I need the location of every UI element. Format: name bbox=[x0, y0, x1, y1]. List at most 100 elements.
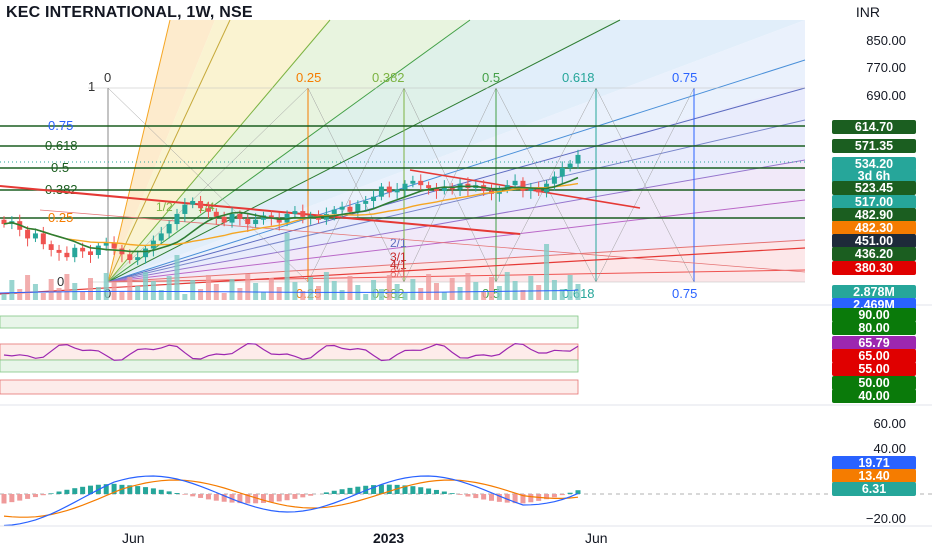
candle bbox=[64, 253, 69, 257]
price-tag: 523.45 bbox=[832, 181, 916, 195]
candle bbox=[206, 208, 211, 212]
volume-tag: 2.878M bbox=[832, 285, 916, 299]
macd-histogram-bar bbox=[49, 493, 54, 494]
volume-bar bbox=[64, 274, 69, 300]
candle bbox=[379, 187, 384, 197]
candle bbox=[552, 177, 557, 184]
volume-bar bbox=[9, 280, 14, 300]
volume-bar bbox=[151, 281, 156, 300]
candle bbox=[72, 248, 77, 257]
time-label-jun: Jun bbox=[122, 530, 145, 546]
macd-histogram-bar bbox=[300, 494, 305, 497]
candle bbox=[387, 187, 392, 193]
rsi-tag: 55.00 bbox=[832, 362, 916, 376]
macd-histogram-bar bbox=[57, 492, 62, 494]
candle bbox=[104, 243, 109, 246]
candle bbox=[135, 257, 140, 260]
price-tag: 571.35 bbox=[832, 139, 916, 153]
volume-bar bbox=[167, 276, 172, 300]
candle bbox=[363, 201, 368, 204]
macd-tag: 13.40 bbox=[832, 469, 916, 483]
candle bbox=[300, 211, 305, 217]
volume-bar bbox=[25, 275, 30, 300]
volume-bar bbox=[324, 272, 329, 300]
volume-bar bbox=[237, 288, 242, 300]
macd-axis-label: −20.00 bbox=[866, 511, 906, 526]
volume-bar bbox=[513, 281, 518, 300]
rsi-tag: 80.00 bbox=[832, 321, 916, 335]
volume-bar bbox=[418, 288, 423, 300]
macd-histogram-bar bbox=[190, 494, 195, 496]
candle bbox=[418, 181, 423, 185]
macd-histogram-bar bbox=[324, 492, 329, 494]
candle bbox=[245, 219, 250, 224]
macd-histogram-bar bbox=[285, 494, 290, 500]
volume-bar bbox=[112, 282, 117, 300]
price-tag: 380.30 bbox=[832, 261, 916, 275]
volume-bar bbox=[505, 272, 510, 300]
candle bbox=[167, 224, 172, 233]
candle bbox=[371, 197, 376, 201]
price-tag: 614.70 bbox=[832, 120, 916, 134]
rsi-band-mid bbox=[0, 344, 578, 360]
macd-histogram-bar bbox=[214, 494, 219, 501]
macd-histogram-bar bbox=[80, 487, 85, 494]
volume-bar bbox=[434, 283, 439, 300]
macd-histogram-bar bbox=[182, 494, 187, 495]
volume-bar bbox=[174, 255, 179, 300]
macd-histogram-bar bbox=[552, 494, 557, 497]
volume-bar bbox=[88, 278, 93, 300]
macd-histogram-bar bbox=[9, 494, 14, 502]
fib-time-label-top: 0.618 bbox=[562, 70, 595, 85]
volume-bar bbox=[458, 287, 463, 300]
macd-histogram-bar bbox=[151, 488, 156, 494]
candle bbox=[143, 249, 148, 258]
volume-bar bbox=[576, 284, 581, 300]
macd-histogram-bar bbox=[174, 493, 179, 494]
volume-bar bbox=[481, 291, 486, 300]
volume-bar bbox=[104, 273, 109, 300]
volume-bar bbox=[80, 292, 85, 300]
volume-bar bbox=[363, 294, 368, 300]
candle bbox=[230, 214, 235, 223]
candle bbox=[568, 164, 573, 168]
macd-histogram-bar bbox=[426, 488, 431, 494]
macd-histogram-bar bbox=[277, 494, 282, 501]
price-tag: 482.90 bbox=[832, 208, 916, 222]
volume-bar bbox=[49, 279, 54, 300]
macd-histogram-bar bbox=[489, 494, 494, 501]
macd-histogram-bar bbox=[206, 494, 211, 499]
volume-bar bbox=[198, 289, 203, 300]
candle bbox=[513, 181, 518, 185]
time-label-jun-2: Jun bbox=[585, 530, 608, 546]
macd-tag: 19.71 bbox=[832, 456, 916, 470]
price-axis-label: 850.00 bbox=[866, 33, 906, 48]
candle bbox=[395, 189, 400, 192]
volume-bar bbox=[552, 280, 557, 300]
candle bbox=[403, 184, 408, 190]
macd-histogram-bar bbox=[17, 494, 22, 501]
volume-bar bbox=[473, 282, 478, 300]
price-tag: 436.20 bbox=[832, 247, 916, 261]
macd-histogram-bar bbox=[481, 494, 486, 500]
volume-bar bbox=[340, 290, 345, 300]
macd-histogram-bar bbox=[261, 494, 266, 503]
volume-bar bbox=[489, 277, 494, 300]
fib-level-label: 0 bbox=[57, 274, 64, 289]
time-label-2023: 2023 bbox=[373, 530, 404, 546]
macd-histogram-bar bbox=[387, 485, 392, 494]
candle bbox=[560, 168, 565, 177]
rsi-tag: 65.00 bbox=[832, 349, 916, 363]
volume-bar bbox=[568, 275, 573, 300]
candle bbox=[410, 181, 415, 184]
macd-tag: 6.31 bbox=[832, 482, 916, 496]
volume-bar bbox=[450, 278, 455, 300]
volume-bar bbox=[308, 277, 313, 300]
fib-time-label-top: 0 bbox=[104, 70, 111, 85]
macd-histogram-bar bbox=[450, 493, 455, 494]
candle bbox=[347, 207, 352, 212]
candle bbox=[198, 201, 203, 208]
candle bbox=[426, 185, 431, 188]
volume-bar bbox=[410, 279, 415, 300]
